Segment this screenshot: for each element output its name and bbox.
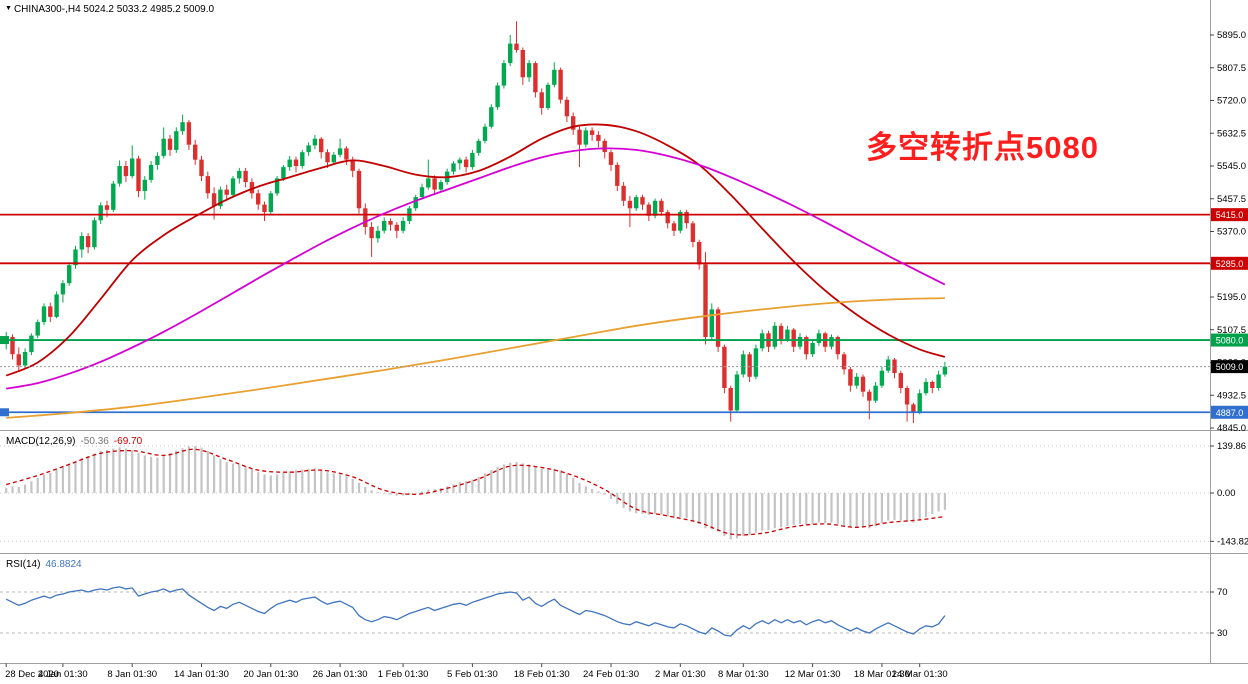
macd-signal-line	[6, 448, 945, 536]
axis-badge-5285.0: 5285.0	[1211, 256, 1248, 270]
axis-badge-5080.0: 5080.0	[1211, 333, 1248, 347]
symbol-collapse-icon[interactable]: ▼	[5, 5, 12, 12]
time-axis-label: 8 Mar 01:30	[718, 669, 769, 680]
macd-indicator-label: MACD(12,26,9) -50.36 -69.70	[6, 436, 142, 447]
macd-panel	[0, 445, 1210, 542]
price-axis-label: 5107.5	[1217, 325, 1246, 336]
rsi-axis-label: 30	[1217, 628, 1228, 639]
macd-axis-label: -143.82	[1217, 536, 1248, 547]
ma-orange-line	[6, 297, 945, 419]
hline-4887.0[interactable]	[0, 408, 1210, 417]
macd-name: MACD(12,26,9)	[6, 436, 76, 447]
hline-left-marker	[0, 336, 9, 345]
time-axis-label: 2 Mar 01:30	[655, 669, 706, 680]
time-axis-label: 5 Feb 01:30	[447, 669, 498, 680]
macd-signal-value: -69.70	[113, 436, 143, 447]
hline-5080.0[interactable]	[0, 336, 1210, 345]
time-axis-label: 4 Jan 01:30	[38, 669, 88, 680]
time-axis-label: 14 Jan 01:30	[174, 669, 229, 680]
macd-axis-label: 0.00	[1217, 488, 1236, 499]
axis-badge-5415.0: 5415.0	[1211, 208, 1248, 222]
price-axis-label: 5370.0	[1217, 227, 1246, 238]
price-axis-label: 4845.0	[1217, 423, 1246, 434]
axis-badge-current-price: 5009.0	[1211, 360, 1248, 374]
hline-left-marker	[0, 408, 9, 417]
svg-text:4887.0: 4887.0	[1216, 408, 1244, 418]
time-axis-label: 8 Jan 01:30	[107, 669, 157, 680]
price-axis-label: 5195.0	[1217, 292, 1246, 303]
price-axis-label: 5545.0	[1217, 161, 1246, 172]
symbol-ohlc-text: CHINA300-,H4 5024.2 5033.2 4985.2 5009.0	[13, 4, 215, 15]
svg-text:5285.0: 5285.0	[1216, 259, 1244, 269]
rsi-line	[5, 586, 946, 637]
ma-red-line	[5, 123, 946, 377]
rsi-axis-label: 70	[1217, 587, 1228, 598]
svg-text:5415.0: 5415.0	[1216, 210, 1244, 220]
ma-magenta-line	[6, 147, 946, 390]
symbol-ohlc-line: ▼ CHINA300-,H4 5024.2 5033.2 4985.2 5009.…	[5, 4, 214, 15]
time-axis-label: 24 Mar 01:30	[892, 669, 948, 680]
time-axis-label: 18 Mar 01:30	[854, 669, 910, 680]
price-axis-label: 5807.5	[1217, 63, 1246, 74]
rsi-panel	[0, 586, 1210, 637]
axis-badge-4887.0: 4887.0	[1211, 405, 1248, 419]
candles-layer	[4, 21, 948, 424]
price-axis-label: 5895.0	[1217, 30, 1246, 41]
price-axis-label: 5632.5	[1217, 128, 1246, 139]
time-axis-label: 28 Dec 2020	[5, 669, 59, 680]
rsi-value: 46.8824	[45, 559, 82, 570]
price-axis-label: 5457.5	[1217, 194, 1246, 205]
svg-text:5009.0: 5009.0	[1216, 362, 1244, 372]
macd-axis-label: 139.86	[1217, 441, 1246, 452]
time-axis-label: 24 Feb 01:30	[583, 669, 639, 680]
time-axis-label: 20 Jan 01:30	[243, 669, 298, 680]
svg-text:5080.0: 5080.0	[1216, 336, 1244, 346]
price-axis-label: 4932.5	[1217, 390, 1246, 401]
macd-main-value: -50.36	[80, 436, 109, 447]
time-axis-label: 1 Feb 01:30	[378, 669, 429, 680]
rsi-name: RSI(14)	[6, 559, 41, 570]
time-axis-label: 12 Mar 01:30	[785, 669, 841, 680]
annotation-text[interactable]: 多空转折点5080	[866, 130, 1099, 165]
time-axis-label: 26 Jan 01:30	[313, 669, 368, 680]
price-axis-label: 5720.0	[1217, 96, 1246, 107]
time-axis-label: 18 Feb 01:30	[514, 669, 570, 680]
rsi-indicator-label: RSI(14) 46.8824	[6, 559, 82, 570]
